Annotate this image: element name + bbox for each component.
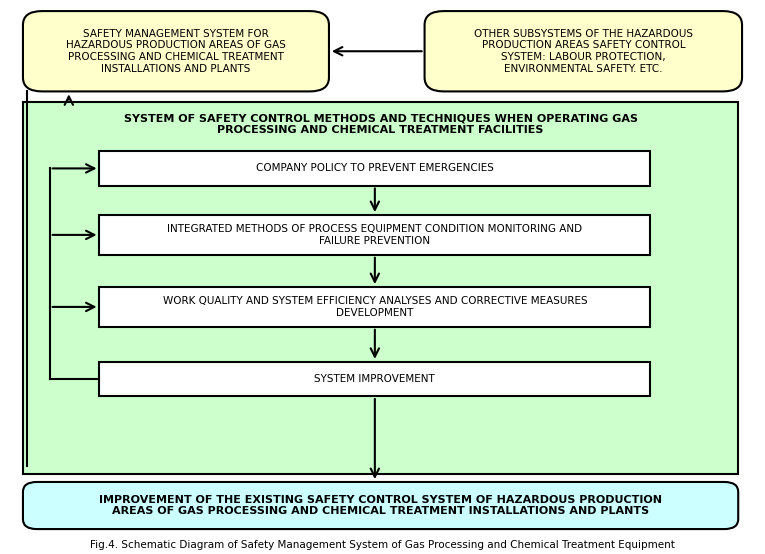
Bar — [99, 215, 650, 255]
FancyBboxPatch shape — [23, 482, 738, 529]
Text: SAFETY MANAGEMENT SYSTEM FOR
HAZARDOUS PRODUCTION AREAS OF GAS
PROCESSING AND CH: SAFETY MANAGEMENT SYSTEM FOR HAZARDOUS P… — [66, 29, 286, 74]
Text: Fig.4. Schematic Diagram of Safety Management System of Gas Processing and Chemi: Fig.4. Schematic Diagram of Safety Manag… — [90, 540, 675, 550]
Text: SYSTEM OF SAFETY CONTROL METHODS AND TECHNIQUES WHEN OPERATING GAS
PROCESSING AN: SYSTEM OF SAFETY CONTROL METHODS AND TEC… — [124, 114, 637, 135]
Bar — [99, 362, 650, 396]
Text: WORK QUALITY AND SYSTEM EFFICIENCY ANALYSES AND CORRECTIVE MEASURES
DEVELOPMENT: WORK QUALITY AND SYSTEM EFFICIENCY ANALY… — [162, 296, 588, 317]
Bar — [23, 102, 738, 474]
Text: INTEGRATED METHODS OF PROCESS EQUIPMENT CONDITION MONITORING AND
FAILURE PREVENT: INTEGRATED METHODS OF PROCESS EQUIPMENT … — [168, 224, 582, 245]
Text: SYSTEM IMPROVEMENT: SYSTEM IMPROVEMENT — [314, 374, 435, 384]
Bar — [99, 287, 650, 327]
Bar — [99, 151, 650, 186]
Text: IMPROVEMENT OF THE EXISTING SAFETY CONTROL SYSTEM OF HAZARDOUS PRODUCTION
AREAS : IMPROVEMENT OF THE EXISTING SAFETY CONTR… — [99, 495, 662, 516]
Text: COMPANY POLICY TO PREVENT EMERGENCIES: COMPANY POLICY TO PREVENT EMERGENCIES — [256, 163, 493, 173]
Text: OTHER SUBSYSTEMS OF THE HAZARDOUS
PRODUCTION AREAS SAFETY CONTROL
SYSTEM: LABOUR: OTHER SUBSYSTEMS OF THE HAZARDOUS PRODUC… — [474, 29, 693, 74]
FancyBboxPatch shape — [425, 11, 742, 91]
FancyBboxPatch shape — [23, 11, 329, 91]
